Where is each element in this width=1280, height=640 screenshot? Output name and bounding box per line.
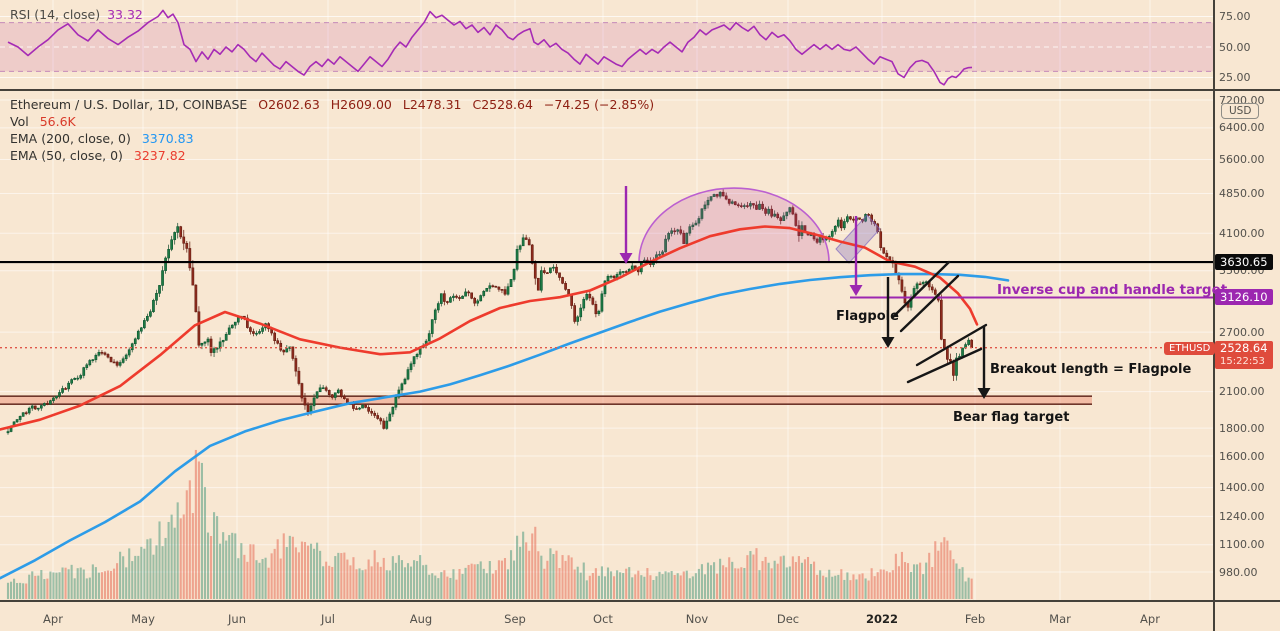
time-tick-label: Sep — [504, 612, 526, 626]
currency-badge[interactable]: USD — [1221, 103, 1260, 119]
rsi-tick-label: 50.00 — [1219, 40, 1251, 54]
rsi-tick-label: 75.00 — [1219, 10, 1251, 23]
time-tick-label: 2022 — [865, 612, 899, 626]
target-price-badge: 3126.10 — [1215, 289, 1273, 306]
price-tick-label: 6400.00 — [1219, 121, 1265, 135]
time-tick-label: Nov — [685, 612, 709, 626]
symbol-title: Ethereum / U.S. Dollar, 1D, COINBASE — [10, 97, 248, 112]
ema200-label: EMA (200, close, 0) — [10, 131, 131, 146]
price-tick-label: 980.00 — [1219, 565, 1258, 579]
rsi-tick-label: 25.00 — [1219, 71, 1251, 84]
time-tick-label: Aug — [409, 612, 433, 626]
ema50-value: 3237.82 — [133, 148, 186, 163]
price-tick-label: 4850.00 — [1219, 187, 1265, 201]
flagpole-label: Flagpole — [836, 309, 899, 324]
time-tick-label: Dec — [776, 612, 800, 626]
time-tick-label: Apr — [1140, 612, 1160, 626]
symbol-legend[interactable]: Ethereum / U.S. Dollar, 1D, COINBASE O26… — [10, 97, 661, 113]
price-tick-label: 1800.00 — [1219, 421, 1265, 435]
ohlc-close: C2528.64 — [472, 97, 533, 112]
ohlc-open: O2602.63 — [258, 97, 320, 112]
ema200-legend[interactable]: EMA (200, close, 0) 3370.83 — [10, 131, 201, 147]
rsi-legend[interactable]: RSI (14, close) 33.32 — [10, 7, 143, 22]
price-tick-label: 1400.00 — [1219, 481, 1265, 495]
current-price-badge: 2528.64 15:22:53 — [1215, 341, 1273, 370]
cup-handle-target-label: Inverse cup and handle target — [997, 282, 1228, 298]
time-tick-label: Feb — [964, 612, 986, 626]
time-axis-separator — [0, 600, 1280, 602]
current-price-value: 2528.64 — [1220, 341, 1268, 356]
ohlc-low: L2478.31 — [402, 97, 462, 112]
volume-legend[interactable]: Vol 56.6K — [10, 114, 83, 130]
rsi-value: 33.32 — [107, 7, 143, 22]
breakout-label: Breakout length = Flagpole — [990, 362, 1192, 377]
ema200-value: 3370.83 — [141, 131, 194, 146]
price-tick-label: 5600.00 — [1219, 152, 1265, 166]
time-tick-label: Jul — [321, 612, 335, 626]
ticker-label: ETHUSD — [1164, 341, 1216, 355]
volume-label: Vol — [10, 114, 29, 129]
ema50-legend[interactable]: EMA (50, close, 0) 3237.82 — [10, 148, 193, 164]
ohlc-change: −74.25 (−2.85%) — [543, 97, 655, 112]
ema50-label: EMA (50, close, 0) — [10, 148, 123, 163]
countdown-timer: 15:22:53 — [1220, 356, 1265, 368]
bear-flag-target-label: Bear flag target — [953, 410, 1070, 425]
rsi-pane-separator[interactable] — [0, 89, 1280, 91]
price-tick-label: 2700.00 — [1219, 325, 1265, 339]
price-axis-border — [1213, 0, 1215, 631]
bottom-margin — [0, 631, 1280, 640]
volume-value: 56.6K — [39, 114, 76, 129]
price-tick-label: 1240.00 — [1219, 509, 1265, 523]
time-tick-label: Jun — [228, 612, 246, 626]
time-tick-label: Apr — [43, 612, 63, 626]
time-tick-label: May — [131, 612, 155, 626]
price-tick-label: 1100.00 — [1219, 538, 1265, 552]
resistance-price-badge: 3630.65 — [1215, 254, 1273, 271]
time-tick-label: Oct — [593, 612, 613, 626]
price-tick-label: 2100.00 — [1219, 385, 1265, 399]
rsi-label: RSI (14, close) — [10, 7, 101, 22]
price-tick-label: 1600.00 — [1219, 449, 1265, 463]
price-tick-label: 4100.00 — [1219, 226, 1265, 240]
ohlc-high: H2609.00 — [330, 97, 392, 112]
time-tick-label: Mar — [1049, 612, 1071, 626]
